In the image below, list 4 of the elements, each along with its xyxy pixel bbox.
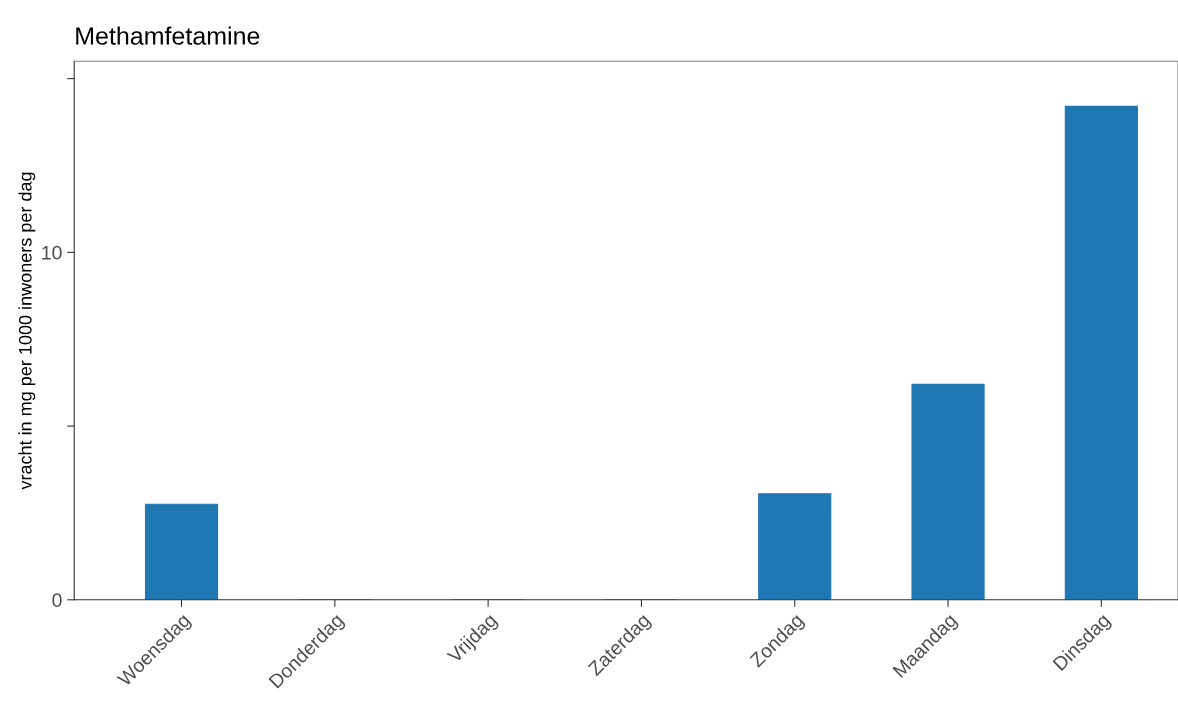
y-tick-label: 0: [52, 593, 62, 608]
y-axis-title: vracht in mg per 1000 inwoners per dag: [18, 172, 36, 490]
y-tick-label: 10: [42, 245, 62, 260]
chart-title: Methamfetamine: [76, 26, 260, 45]
